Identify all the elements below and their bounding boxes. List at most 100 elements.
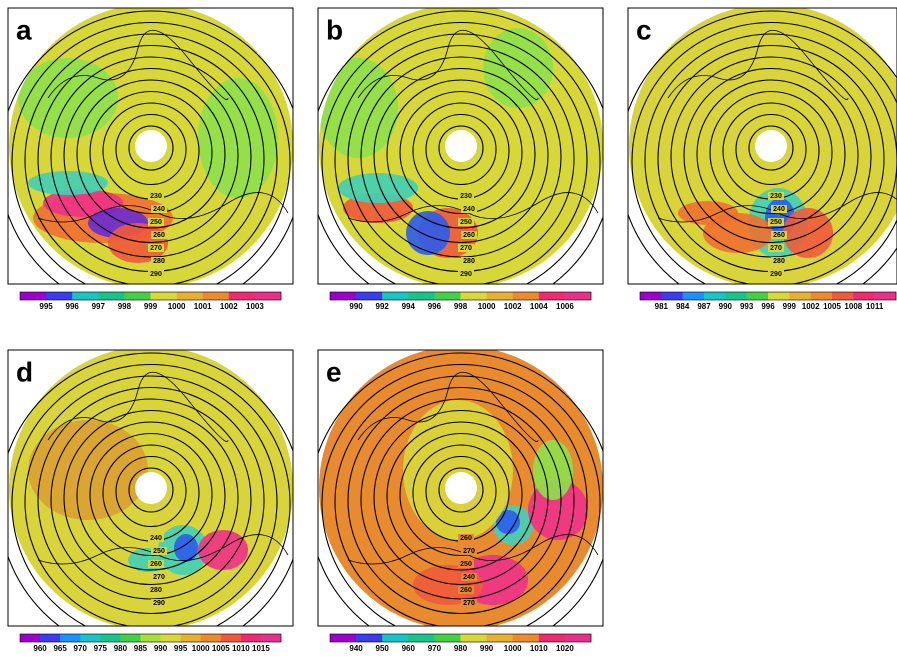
- contour-label: 270: [770, 245, 782, 252]
- contour: [11, 21, 291, 284]
- colorbar-tick-label: 980: [114, 644, 128, 653]
- panel-label: b: [326, 14, 343, 45]
- colorbar-tick-label: 980: [454, 644, 468, 653]
- contour-label: 260: [460, 535, 472, 542]
- colorbar-segment: [40, 634, 61, 642]
- colorbar-tick-label: 999: [144, 302, 158, 311]
- panel-frame: [317, 349, 604, 627]
- panel-frame: [7, 349, 294, 627]
- anomaly-blob: [483, 28, 553, 108]
- colorbar-tick-label: 996: [428, 302, 442, 311]
- colorbar-segment: [356, 634, 383, 642]
- contour-label: 250: [460, 219, 472, 226]
- coastline: [37, 372, 289, 565]
- contour-label-bg: [148, 218, 164, 226]
- contour: [89, 432, 213, 557]
- contour: [63, 409, 239, 586]
- colorbar-segment: [140, 634, 161, 642]
- contour-label-bg: [148, 244, 164, 252]
- panel-label: d: [16, 356, 33, 387]
- contour-label: 270: [463, 600, 475, 607]
- contour-label-bg: [458, 560, 474, 568]
- contour-label-bg: [151, 573, 167, 581]
- contour-label: 250: [460, 561, 472, 568]
- contour-label-bg: [151, 205, 167, 213]
- colorbar-tick-label: 1015: [252, 644, 270, 653]
- contour: [373, 67, 549, 244]
- contour: [115, 455, 187, 528]
- contour-label-bg: [151, 231, 167, 239]
- colorbar-tick-label: 1010: [530, 644, 548, 653]
- contour-label: 250: [150, 219, 162, 226]
- contour-label-bg: [768, 192, 784, 200]
- colorbar-segment: [460, 292, 487, 300]
- contour: [11, 363, 291, 626]
- colorbar-segment: [768, 292, 790, 300]
- contour-label: 240: [153, 206, 165, 213]
- contour: [628, 10, 897, 284]
- anomaly-blob: [18, 58, 118, 138]
- colorbar-tick-label: 996: [66, 302, 80, 311]
- contour: [115, 113, 187, 186]
- colorbar-segment: [220, 634, 242, 642]
- contour-label-bg: [771, 231, 787, 239]
- anomaly-blob: [783, 208, 833, 258]
- colorbar-tick-label: 981: [655, 302, 669, 311]
- contour-label: 250: [770, 219, 782, 226]
- colorbar-tick-label: 1000: [504, 644, 522, 653]
- colorbar-tick-label: 996: [761, 302, 775, 311]
- colorbar-segment: [704, 292, 726, 300]
- contour: [399, 90, 523, 215]
- colorbar-segment: [538, 292, 566, 300]
- colorbar-segment: [176, 292, 203, 300]
- colorbar-segment: [832, 292, 854, 300]
- colorbar-tick-label: 1002: [220, 302, 238, 311]
- coastline: [657, 30, 897, 223]
- contour: [321, 21, 601, 284]
- contour-label: 260: [460, 587, 472, 594]
- colorbar-tick-label: 1004: [530, 302, 548, 311]
- colorbar-segment: [254, 292, 282, 300]
- colorbar-tick-label: 965: [53, 644, 67, 653]
- anomaly-field: [28, 420, 248, 575]
- colorbar-tick-label: 975: [94, 644, 108, 653]
- contour-label-bg: [458, 192, 474, 200]
- contour: [8, 352, 293, 626]
- map-panel: 230 240 250 260 270 280 290: [318, 8, 603, 284]
- colorbar-segment: [408, 292, 435, 300]
- colorbar-tick-label: 987: [697, 302, 711, 311]
- pole-hole: [135, 472, 167, 504]
- contour-label: 280: [150, 587, 162, 594]
- contour-label: 270: [150, 245, 162, 252]
- colorbar-segment: [330, 292, 357, 300]
- contour-label-bg: [148, 192, 164, 200]
- colorbar-segment: [564, 292, 592, 300]
- colorbar-segment: [202, 292, 230, 300]
- colorbar-segment: [434, 292, 461, 300]
- contour-label: 290: [770, 271, 782, 278]
- contour-label-bg: [458, 218, 474, 226]
- contour: [128, 125, 174, 171]
- contour-label-bg: [151, 257, 167, 265]
- contour: [709, 90, 833, 215]
- contour: [399, 432, 523, 557]
- contour-label: 270: [463, 548, 475, 555]
- anomaly-field: [18, 58, 278, 263]
- colorbar-segment: [124, 292, 151, 300]
- contour-label: 290: [460, 271, 472, 278]
- colorbar-segment: [260, 634, 282, 642]
- colorbar-tick-label: 1020: [556, 644, 574, 653]
- contour: [8, 10, 293, 284]
- contour-label: 280: [463, 258, 475, 265]
- contour: [425, 455, 497, 528]
- colorbar-tick-label: 1000: [192, 644, 210, 653]
- panel-frame: [317, 7, 604, 285]
- colorbar-segment: [408, 634, 435, 642]
- colorbar-segment: [72, 292, 99, 300]
- colorbar-segment: [200, 634, 222, 642]
- contour-label: 260: [153, 232, 165, 239]
- colorbar-segment: [20, 634, 41, 642]
- contour: [128, 467, 174, 513]
- colorbar-segment: [486, 292, 513, 300]
- colorbar-tick-label: 1002: [802, 302, 820, 311]
